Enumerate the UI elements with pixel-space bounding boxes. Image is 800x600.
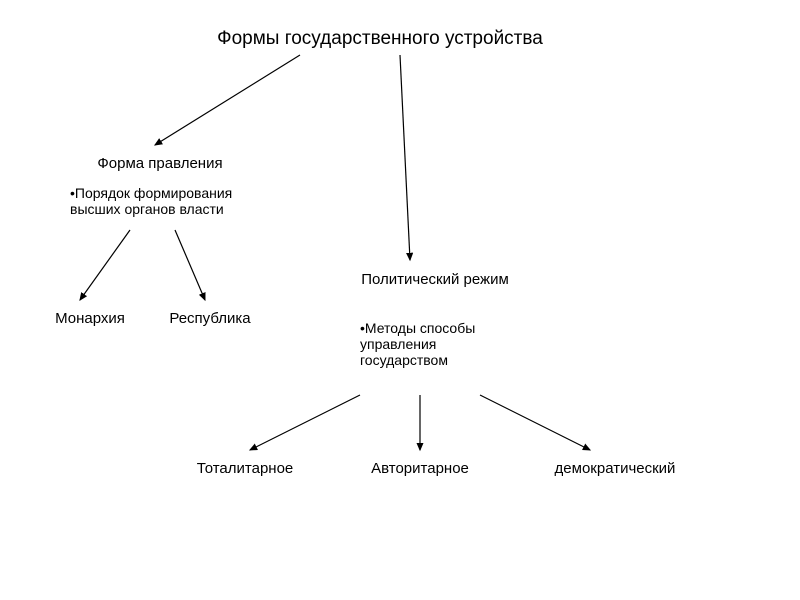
- node-political-regime-desc: •Методы способы управления государством: [360, 320, 520, 368]
- node-form-of-rule-desc: •Порядок формирования высших органов вла…: [70, 185, 280, 217]
- node-form-of-rule: Форма правления: [70, 155, 250, 172]
- node-democratic: демократический: [535, 460, 695, 477]
- node-political-regime: Политический режим: [355, 270, 515, 290]
- root-title: Формы государственного устройства: [170, 28, 590, 50]
- diagram-arrows: [0, 0, 800, 600]
- node-monarchy: Монархия: [40, 310, 140, 327]
- node-totalitarian: Тоталитарное: [175, 460, 315, 477]
- node-republic: Республика: [155, 310, 265, 327]
- node-authoritarian: Авторитарное: [350, 460, 490, 477]
